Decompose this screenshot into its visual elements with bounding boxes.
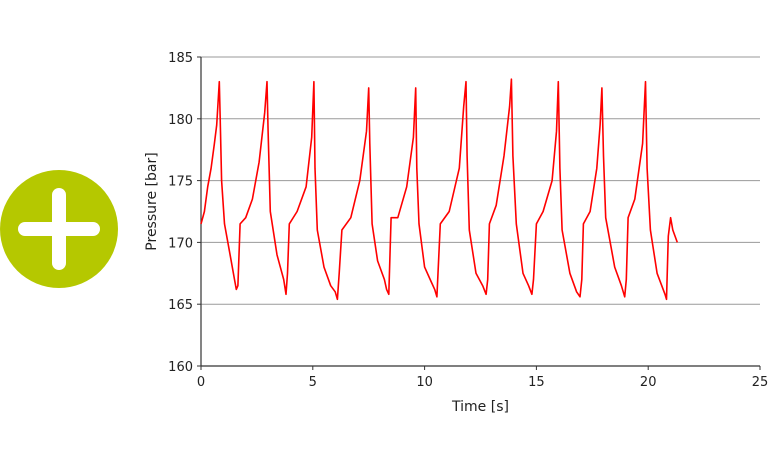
x-tick-label: 0	[197, 375, 205, 390]
plus-icon	[18, 188, 100, 270]
plus-badge	[0, 170, 118, 288]
x-tick-label: 25	[752, 375, 768, 390]
y-tick-label: 170	[168, 236, 193, 251]
tick-labels: 160 165 170 175 180 185 0 5 10 15 20 25	[168, 51, 768, 390]
series-layer	[200, 78, 679, 301]
y-tick-label: 185	[168, 51, 193, 66]
y-tick-label: 175	[168, 175, 193, 190]
grid-lines	[201, 56, 760, 305]
x-tick-label: 15	[528, 375, 545, 390]
axes	[197, 56, 761, 370]
y-tick-label: 165	[168, 298, 193, 313]
x-tick-label: 5	[309, 375, 317, 390]
y-axis-label: Pressure [bar]	[144, 152, 160, 250]
pressure-series-line-0	[200, 78, 679, 301]
x-tick-label: 20	[640, 375, 657, 390]
y-tick-label: 180	[168, 113, 193, 128]
x-axis-label: Time [s]	[451, 399, 509, 415]
y-tick-label: 160	[168, 360, 193, 375]
x-tick-label: 10	[416, 375, 433, 390]
